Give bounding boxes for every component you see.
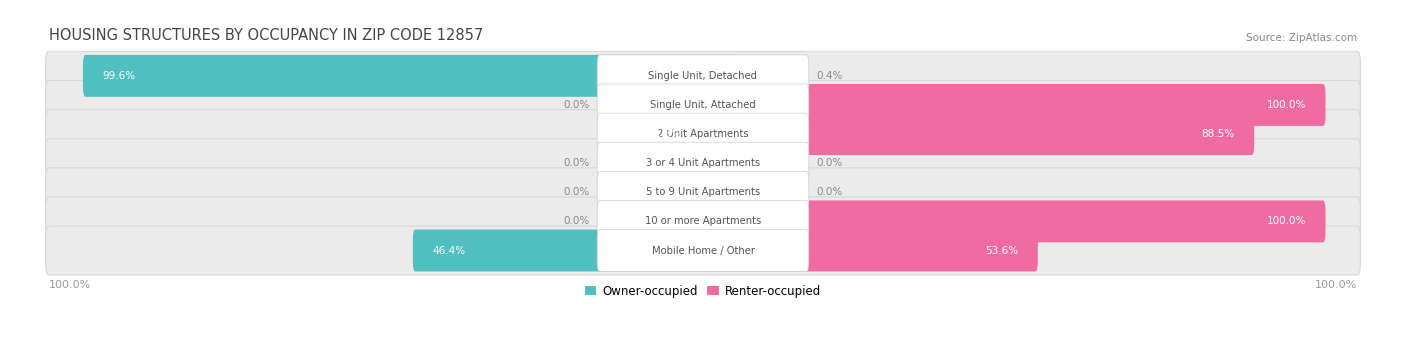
Text: Mobile Home / Other: Mobile Home / Other <box>651 246 755 255</box>
FancyBboxPatch shape <box>666 142 706 184</box>
FancyBboxPatch shape <box>630 113 706 155</box>
Text: 100.0%: 100.0% <box>1315 280 1358 290</box>
FancyBboxPatch shape <box>45 197 1361 246</box>
FancyBboxPatch shape <box>598 142 808 184</box>
FancyBboxPatch shape <box>598 84 808 126</box>
Text: 0.4%: 0.4% <box>817 71 844 81</box>
FancyBboxPatch shape <box>666 201 706 242</box>
Text: 0.0%: 0.0% <box>562 100 589 110</box>
FancyBboxPatch shape <box>700 201 1326 242</box>
FancyBboxPatch shape <box>700 171 740 213</box>
FancyBboxPatch shape <box>83 55 706 97</box>
Text: 99.6%: 99.6% <box>103 71 136 81</box>
FancyBboxPatch shape <box>666 171 706 213</box>
FancyBboxPatch shape <box>700 55 740 97</box>
Text: 2 Unit Apartments: 2 Unit Apartments <box>657 129 749 139</box>
Text: 0.0%: 0.0% <box>562 158 589 168</box>
Text: 0.0%: 0.0% <box>817 158 844 168</box>
Text: 3 or 4 Unit Apartments: 3 or 4 Unit Apartments <box>645 158 761 168</box>
FancyBboxPatch shape <box>45 139 1361 188</box>
FancyBboxPatch shape <box>598 171 808 213</box>
Text: Source: ZipAtlas.com: Source: ZipAtlas.com <box>1246 33 1358 43</box>
Text: HOUSING STRUCTURES BY OCCUPANCY IN ZIP CODE 12857: HOUSING STRUCTURES BY OCCUPANCY IN ZIP C… <box>48 28 482 43</box>
Text: 10 or more Apartments: 10 or more Apartments <box>645 217 761 226</box>
Text: 100.0%: 100.0% <box>48 280 91 290</box>
FancyBboxPatch shape <box>45 51 1361 100</box>
Text: 53.6%: 53.6% <box>986 246 1018 255</box>
Text: Single Unit, Attached: Single Unit, Attached <box>650 100 756 110</box>
FancyBboxPatch shape <box>700 113 1254 155</box>
FancyBboxPatch shape <box>45 226 1361 275</box>
Text: 100.0%: 100.0% <box>1267 100 1306 110</box>
FancyBboxPatch shape <box>598 55 808 97</box>
Text: 100.0%: 100.0% <box>1267 217 1306 226</box>
Text: 0.0%: 0.0% <box>817 187 844 197</box>
Text: 88.5%: 88.5% <box>1201 129 1234 139</box>
FancyBboxPatch shape <box>598 113 808 155</box>
Text: 11.5%: 11.5% <box>650 129 682 139</box>
FancyBboxPatch shape <box>700 229 1038 271</box>
FancyBboxPatch shape <box>413 229 706 271</box>
FancyBboxPatch shape <box>598 229 808 271</box>
FancyBboxPatch shape <box>700 142 740 184</box>
FancyBboxPatch shape <box>666 84 706 126</box>
FancyBboxPatch shape <box>45 109 1361 159</box>
Text: 5 to 9 Unit Apartments: 5 to 9 Unit Apartments <box>645 187 761 197</box>
Legend: Owner-occupied, Renter-occupied: Owner-occupied, Renter-occupied <box>579 280 827 302</box>
FancyBboxPatch shape <box>700 84 1326 126</box>
FancyBboxPatch shape <box>45 80 1361 130</box>
Text: Single Unit, Detached: Single Unit, Detached <box>648 71 758 81</box>
Text: 46.4%: 46.4% <box>433 246 465 255</box>
Text: 0.0%: 0.0% <box>562 187 589 197</box>
Text: 0.0%: 0.0% <box>562 217 589 226</box>
FancyBboxPatch shape <box>598 201 808 242</box>
FancyBboxPatch shape <box>45 168 1361 217</box>
